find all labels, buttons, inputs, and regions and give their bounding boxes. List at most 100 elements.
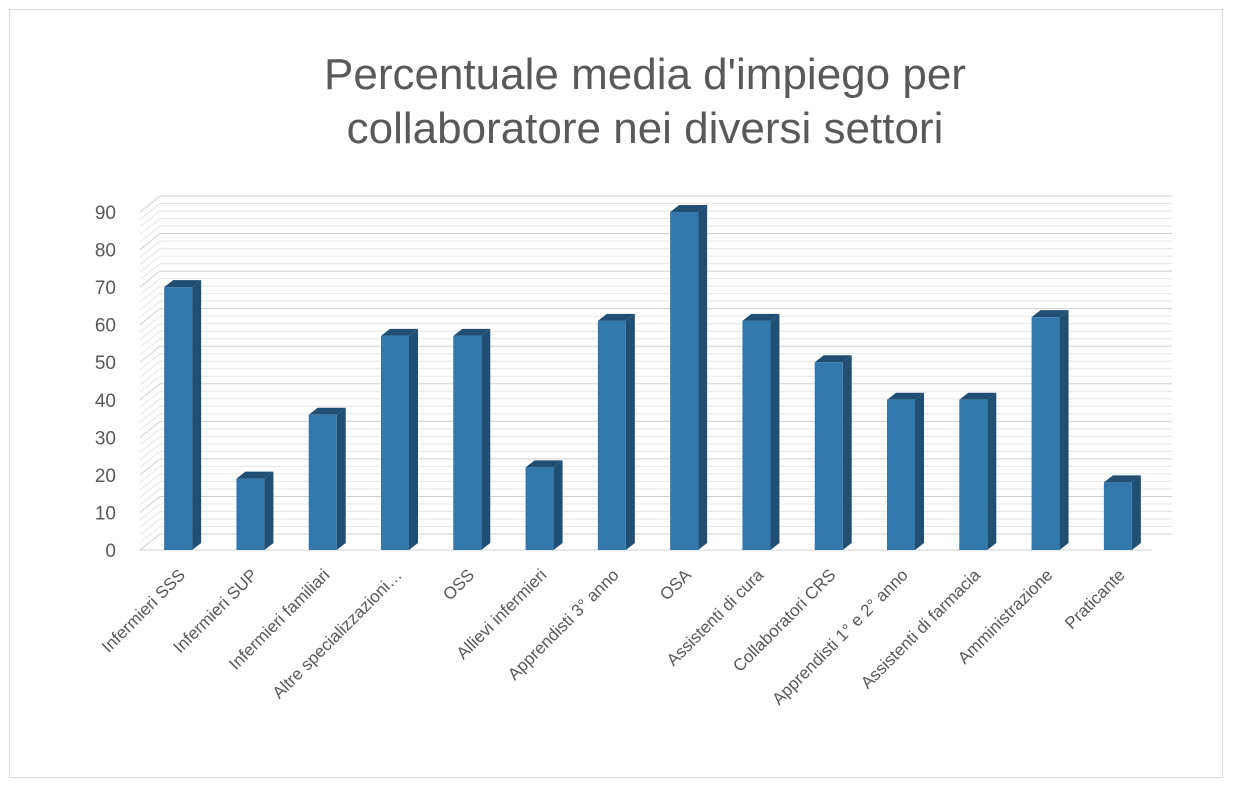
chart-title-line-2: collaboratore nei diversi settori [346,104,944,153]
x-tick-label: Assistenti di farmacia [857,565,984,692]
y-tick-label: 80 [95,241,116,262]
gridline-side [139,511,161,528]
gridline-side [139,496,161,513]
gridline-side [139,248,161,265]
bar-side [698,205,708,550]
gridline-side [139,443,161,461]
gridline-side [139,526,161,543]
bar-side [1131,475,1141,550]
y-tick-label: 70 [95,278,116,299]
x-tick-label: Apprendisti 1° e 2° anno [768,565,911,708]
bar-top [381,328,418,336]
gridline-side [139,315,161,333]
gridline-side [139,240,161,258]
bar [1031,317,1060,550]
bar-top [597,313,635,321]
y-tick-label: 30 [95,428,116,449]
y-tick-label: 0 [105,541,116,562]
bar-side [770,313,780,550]
gridline-side [139,398,161,416]
bar [525,467,554,550]
bar [742,320,771,550]
y-tick-label: 90 [95,203,116,224]
gridline-side [139,458,161,476]
gridline-side [139,383,161,401]
gridline-side [139,428,161,446]
gridlines [139,195,1172,551]
gridline-side [139,323,161,341]
y-axis: 0 10 20 30 40 50 60 70 80 90 [95,203,116,562]
gridline-side [139,413,161,431]
gridline-side [139,481,161,498]
gridline-side [139,503,161,521]
bar-side [842,355,852,550]
bar-side [915,392,924,550]
bar-side [264,471,274,550]
gridline-side [139,233,161,250]
bar-top [887,392,924,400]
bar [597,320,626,550]
gridline-side [139,450,161,468]
y-tick-label: 60 [95,316,116,337]
chart-title: Percentuale media d'impiego per collabor… [0,48,1233,156]
gridline-side [139,203,161,220]
bar-top [959,392,997,400]
bar [670,212,699,550]
gridline-side [139,368,161,386]
bar-top [164,280,202,288]
chart-title-line-1: Percentuale media d'impiego per [324,50,966,99]
gridline-side [139,360,161,378]
bar [381,335,409,550]
gridline-side [139,338,161,356]
x-tick-label: OSS [439,565,478,604]
bar [308,414,337,550]
bar-top [236,471,274,479]
bar-top [1031,310,1069,318]
bar-side [553,460,563,550]
y-tick-label: 40 [95,391,116,412]
gridline-side [139,405,161,423]
gridline-side [139,488,161,506]
gridline-side [139,353,161,371]
bars [164,205,1141,550]
gridline-side [139,473,161,491]
gridline-side [139,308,161,326]
gridline-side [139,285,161,303]
gridline-side [139,300,161,318]
y-tick-label: 10 [95,503,116,524]
bar-side [1059,310,1069,550]
bar [1103,482,1132,550]
bar [887,399,915,550]
bar [164,287,193,550]
bar-side [481,328,491,550]
bar [453,335,482,550]
bar-top [1103,475,1141,483]
bar-side [336,407,346,550]
gridline-side [139,390,161,408]
bar-top [742,313,780,321]
bar-top [525,460,563,468]
bar-top [453,328,491,336]
gridline-side [139,293,161,311]
bar-top [814,355,852,363]
gridline-side [139,533,161,551]
gridline-side [139,270,161,288]
bar-top [670,205,708,212]
bar [236,478,265,550]
gridline-side [139,420,161,438]
bar-top [308,407,346,415]
gridline-side [139,218,161,235]
bar [959,399,988,550]
gridline-side [139,263,161,280]
gridline-side [139,345,161,363]
y-tick-label: 20 [95,466,116,487]
gridline-side [139,210,161,228]
bar-side [409,328,418,550]
x-tick-label: Altre specializzazioni… [269,565,406,702]
gridline-side [139,435,161,453]
bar [814,362,843,550]
bar-side [625,313,635,550]
y-tick-label: 50 [95,353,116,374]
